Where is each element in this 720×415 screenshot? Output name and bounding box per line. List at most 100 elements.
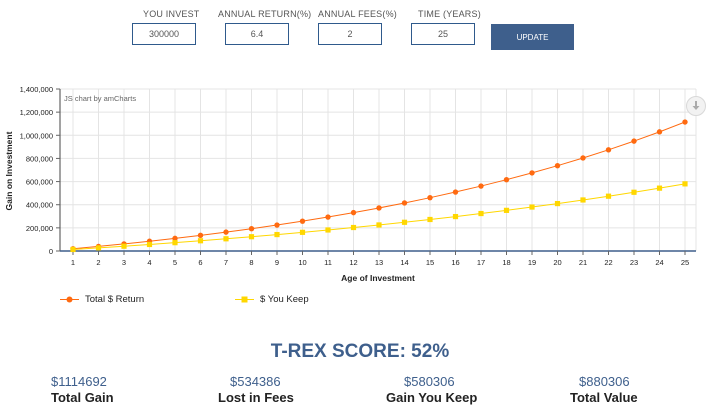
x-tick-label: 10 xyxy=(298,258,306,267)
chart-series xyxy=(70,119,688,253)
total-return-point xyxy=(427,194,433,201)
legend-label: Total $ Return xyxy=(85,294,145,305)
legend-label: $ You Keep xyxy=(260,294,309,305)
return-label: ANNUAL RETURN(%) xyxy=(218,9,312,19)
total-return-point xyxy=(401,200,408,206)
x-tick-label: 14 xyxy=(400,258,408,267)
x-tick-label: 15 xyxy=(426,258,434,267)
you-keep-point xyxy=(682,181,688,187)
you-keep-point xyxy=(554,200,561,207)
x-tick-label: 5 xyxy=(173,258,177,267)
x-tick-label: 6 xyxy=(198,258,202,267)
x-tick-label: 22 xyxy=(604,258,612,267)
invest-label: YOU INVEST xyxy=(143,9,200,19)
total-return-point xyxy=(478,183,484,189)
x-tick-label: 8 xyxy=(249,258,253,267)
x-tick-label: 25 xyxy=(681,258,689,267)
fees-label: ANNUAL FEES(%) xyxy=(318,9,397,19)
you-keep-point xyxy=(146,241,153,248)
legend-total-return[interactable]: Total $ Return xyxy=(60,294,144,305)
chart-scroll-button[interactable] xyxy=(686,96,706,116)
you-keep-point xyxy=(325,227,331,233)
you-keep-point xyxy=(376,222,382,228)
x-tick-label: 16 xyxy=(451,258,459,267)
you-keep-point xyxy=(121,243,127,249)
gain-chart: 0 200,000 400,000 600,000 800,000 1,000,000 1,… xyxy=(4,85,697,283)
total-return-point xyxy=(682,119,688,125)
x-tick-label: 3 xyxy=(122,258,126,267)
y-tick-label: 400,000 xyxy=(26,201,53,210)
you-keep-point xyxy=(605,193,612,199)
legend-you-keep[interactable]: $ You Keep xyxy=(235,294,309,305)
x-tick-label: 2 xyxy=(96,258,100,267)
legend-marker-orange-icon xyxy=(60,296,79,303)
fees-input[interactable] xyxy=(318,23,382,45)
stat-value: $1114692 xyxy=(51,374,107,389)
x-tick-label: 13 xyxy=(375,258,383,267)
x-axis-label: Age of Investment xyxy=(341,273,415,283)
you-keep-point xyxy=(197,238,204,244)
x-tick-label: 4 xyxy=(147,258,151,267)
stat-label: Total Value xyxy=(570,390,638,405)
x-tick-label: 24 xyxy=(655,258,663,267)
total-return-point xyxy=(503,176,510,183)
time-input[interactable] xyxy=(411,23,475,45)
total-return-point xyxy=(248,225,255,232)
y-tick-label: 1,400,000 xyxy=(20,85,53,94)
chart-ticks: 0 200,000 400,000 600,000 800,000 1,000,000 1,… xyxy=(20,85,690,267)
you-keep-point xyxy=(70,246,76,253)
you-keep-point xyxy=(452,213,459,220)
total-return-point xyxy=(656,129,663,135)
chart-grid xyxy=(60,88,697,252)
invest-input[interactable] xyxy=(132,23,196,45)
return-input[interactable] xyxy=(225,23,289,45)
stat-label: Lost in Fees xyxy=(218,390,294,405)
you-keep-point xyxy=(631,189,637,195)
stat-label: Gain You Keep xyxy=(386,390,478,405)
you-keep-point xyxy=(427,216,433,223)
total-return-point xyxy=(299,218,306,224)
total-return-point xyxy=(554,162,561,169)
stat-value: $880306 xyxy=(579,374,630,389)
stat-total-gain: $1114692 Total Gain xyxy=(51,374,191,405)
y-tick-label: 1,200,000 xyxy=(20,108,53,117)
x-tick-label: 1 xyxy=(71,258,75,267)
x-tick-label: 7 xyxy=(224,258,228,267)
you-keep-point xyxy=(248,234,255,240)
total-return-point xyxy=(197,232,204,239)
you-keep-point xyxy=(223,236,229,242)
total-return-point xyxy=(376,205,382,211)
update-button[interactable]: UPDATE xyxy=(491,24,574,50)
x-tick-label: 9 xyxy=(275,258,279,267)
x-tick-label: 21 xyxy=(579,258,587,267)
you-keep-point xyxy=(350,224,357,231)
x-tick-label: 17 xyxy=(477,258,485,267)
legend-marker-yellow-icon xyxy=(235,296,254,303)
you-keep-point xyxy=(656,185,663,191)
y-tick-label: 0 xyxy=(49,247,53,256)
stat-value: $580306 xyxy=(404,374,455,389)
y-axis-label: Gain on Investment xyxy=(4,131,14,210)
x-tick-label: 19 xyxy=(528,258,536,267)
chart-credit[interactable]: JS chart by amCharts xyxy=(64,94,136,103)
total-return-point xyxy=(529,170,535,176)
x-tick-label: 23 xyxy=(630,258,638,267)
total-return-point xyxy=(274,222,280,228)
you-keep-point xyxy=(580,197,586,203)
total-return-point xyxy=(350,209,357,216)
x-tick-label: 12 xyxy=(349,258,357,267)
time-label: TIME (YEARS) xyxy=(418,9,481,19)
chevron-down-icon xyxy=(692,101,700,110)
total-return-point xyxy=(223,229,229,235)
total-return-point xyxy=(605,147,612,153)
total-return-point xyxy=(631,138,637,144)
x-tick-label: 11 xyxy=(324,258,332,267)
x-tick-label: 18 xyxy=(502,258,510,267)
t-rex-score: T-REX SCORE: 52% xyxy=(270,341,450,362)
y-tick-label: 200,000 xyxy=(26,224,53,233)
you-keep-point xyxy=(529,204,535,210)
stat-label: Total Gain xyxy=(51,390,114,405)
you-keep-point xyxy=(95,245,102,251)
total-return-point xyxy=(580,155,586,161)
you-keep-point xyxy=(172,240,178,246)
